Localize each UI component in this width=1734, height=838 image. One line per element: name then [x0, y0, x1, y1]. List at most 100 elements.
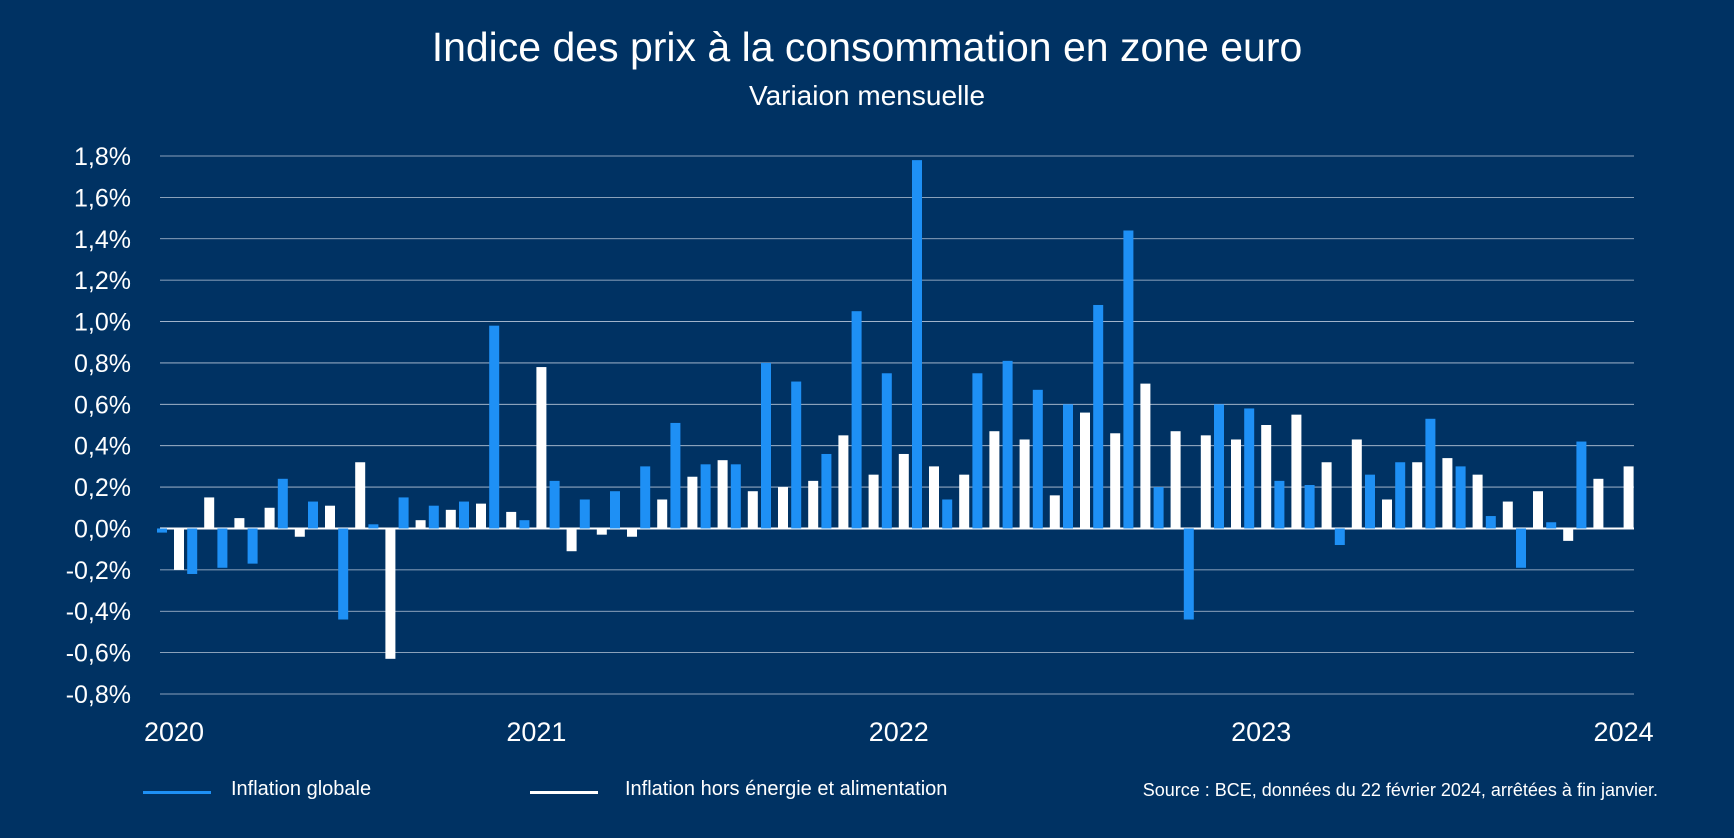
bar-inflation-hors-energie — [747, 491, 758, 529]
legend-swatch-core — [530, 791, 598, 794]
y-tick-label: -0,6% — [66, 640, 131, 668]
bar-inflation-hors-energie — [445, 509, 456, 529]
bar-inflation-hors-energie — [536, 367, 547, 529]
bar-inflation-globale — [912, 160, 922, 529]
bar-inflation-hors-energie — [325, 505, 335, 529]
y-tick-label: 0,2% — [74, 474, 131, 502]
bar-inflation-hors-energie — [204, 497, 215, 529]
bar-inflation-hors-energie — [476, 503, 486, 529]
bar-inflation-globale — [881, 373, 892, 529]
bar-inflation-globale — [187, 528, 198, 574]
bar-inflation-globale — [851, 311, 862, 529]
bar-inflation-globale — [308, 501, 318, 529]
bar-inflation-globale — [1485, 516, 1496, 529]
bar-inflation-globale — [338, 528, 349, 620]
bar-inflation-globale — [700, 464, 711, 529]
bar-inflation-globale — [1304, 485, 1315, 529]
bar-inflation-globale — [1576, 441, 1587, 529]
bar-inflation-hors-energie — [1533, 491, 1543, 529]
bar-inflation-hors-energie — [385, 528, 396, 659]
bar-inflation-globale — [1183, 528, 1194, 620]
bar-inflation-globale — [277, 478, 288, 529]
bar-inflation-globale — [821, 453, 832, 529]
bar-inflation-hors-energie — [1623, 466, 1634, 529]
y-tick-label: -0,2% — [66, 557, 131, 585]
bar-inflation-hors-energie — [1140, 383, 1151, 529]
chart-title: Indice des prix à la consommation en zon… — [431, 24, 1303, 70]
y-tick-label: 0,6% — [74, 391, 131, 419]
bar-inflation-globale — [157, 528, 167, 533]
bar-inflation-globale — [1334, 528, 1345, 546]
bar-inflation-globale — [670, 422, 681, 529]
bar-inflation-globale — [761, 362, 771, 529]
bar-inflation-hors-energie — [1019, 439, 1030, 529]
bar-inflation-globale — [1032, 389, 1043, 529]
bar-inflation-hors-energie — [1351, 439, 1362, 529]
bar-inflation-hors-energie — [1382, 499, 1392, 529]
bar-inflation-globale — [1274, 480, 1285, 529]
bar-inflation-hors-energie — [1170, 431, 1181, 529]
bar-inflation-hors-energie — [1200, 435, 1211, 529]
x-tick-label: 2023 — [1231, 717, 1291, 747]
bar-inflation-hors-energie — [808, 480, 819, 529]
bar-inflation-hors-energie — [1291, 414, 1302, 529]
bar-inflation-globale — [1093, 304, 1104, 529]
bar-inflation-globale — [459, 501, 469, 529]
x-tick-label: 2024 — [1594, 717, 1654, 747]
bar-inflation-hors-energie — [415, 520, 426, 529]
bar-inflation-hors-energie — [355, 462, 366, 529]
bar-inflation-hors-energie — [264, 507, 275, 529]
bar-inflation-globale — [519, 520, 530, 529]
bar-inflation-hors-energie — [1110, 433, 1121, 529]
bar-inflation-globale — [368, 524, 379, 529]
bar-inflation-hors-energie — [506, 511, 517, 529]
source-note: Source : BCE, données du 22 février 2024… — [1142, 780, 1658, 800]
bar-inflation-hors-energie — [898, 453, 909, 529]
bar-inflation-globale — [610, 491, 620, 529]
bar-inflation-globale — [1546, 522, 1557, 529]
x-axis-tick-labels: 2020 2021 2022 2023 2024 — [144, 717, 1654, 747]
y-tick-label: 1,0% — [74, 309, 131, 337]
bar-inflation-hors-energie — [1321, 462, 1332, 529]
bar-inflation-globale — [972, 373, 983, 529]
x-tick-label: 2021 — [506, 717, 566, 747]
bar-inflation-globale — [217, 528, 228, 568]
bar-inflation-hors-energie — [1261, 425, 1272, 529]
bar-inflation-hors-energie — [294, 528, 305, 537]
chart-subtitle: Variaion mensuelle — [748, 80, 986, 111]
grid-lines — [160, 155, 1634, 695]
y-tick-label: -0,4% — [66, 598, 131, 626]
bar-inflation-hors-energie — [838, 435, 849, 529]
bar-inflation-globale — [791, 381, 802, 529]
bar-inflation-hors-energie — [566, 528, 577, 552]
y-tick-label: 1,6% — [74, 184, 131, 212]
bar-inflation-globale — [1214, 404, 1224, 529]
bar-inflation-hors-energie — [1412, 462, 1423, 529]
bar-inflation-hors-energie — [989, 431, 1000, 529]
bar-inflation-globale — [247, 528, 258, 564]
bar-inflation-hors-energie — [868, 474, 879, 529]
y-tick-label: -0,8% — [66, 681, 131, 709]
bar-inflation-hors-energie — [717, 460, 728, 529]
bar-inflation-globale — [579, 499, 590, 529]
series-core-bars — [174, 367, 1634, 659]
bar-inflation-hors-energie — [1080, 412, 1090, 529]
bar-inflation-hors-energie — [1231, 439, 1241, 529]
x-tick-label: 2020 — [144, 717, 204, 747]
bar-inflation-globale — [1425, 418, 1436, 529]
bar-inflation-hors-energie — [596, 528, 607, 535]
y-tick-label: 0,8% — [74, 350, 131, 378]
bar-inflation-hors-energie — [1472, 474, 1483, 529]
y-tick-label: 1,2% — [74, 267, 131, 295]
bar-inflation-hors-energie — [1593, 478, 1604, 529]
bar-inflation-hors-energie — [234, 518, 245, 529]
bar-inflation-hors-energie — [1442, 458, 1453, 529]
bar-inflation-globale — [428, 505, 439, 529]
y-tick-label: 0,4% — [74, 433, 131, 461]
bar-inflation-globale — [1244, 408, 1255, 529]
x-tick-label: 2022 — [869, 717, 929, 747]
bar-inflation-hors-energie — [687, 476, 698, 529]
bar-inflation-globale — [1395, 462, 1406, 529]
bar-inflation-globale — [1123, 230, 1134, 529]
